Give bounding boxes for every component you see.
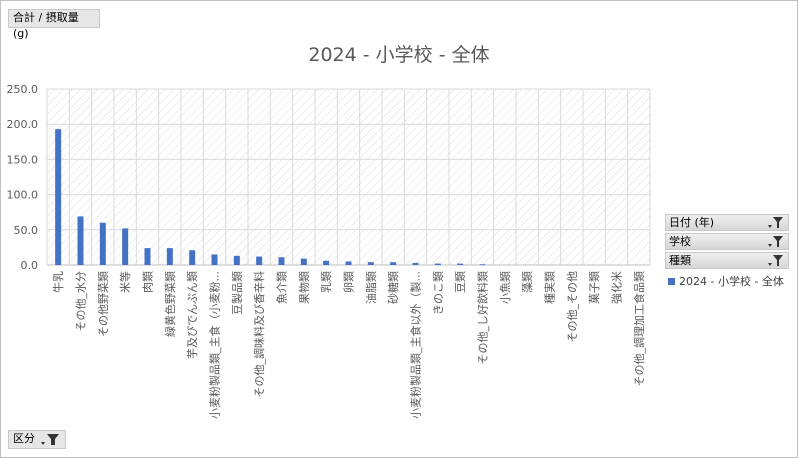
bar [55, 129, 62, 265]
legend: 2024 - 小学校 - 全体 [668, 273, 784, 289]
bar [412, 262, 419, 265]
category-field-button[interactable]: 区分 [8, 430, 66, 449]
bar [99, 222, 106, 265]
filter-date-year-button[interactable]: 日付 (年) [665, 214, 789, 231]
bar [122, 228, 129, 265]
y-tick-label: 50.0 [14, 224, 39, 237]
x-tick-label: 豆類 [454, 271, 467, 293]
x-tick-label: 乳類 [320, 271, 333, 293]
x-tick-label: 芋及びでんぷん類 [186, 271, 199, 359]
bar [233, 255, 240, 265]
legend-label: 2024 - 小学校 - 全体 [679, 275, 784, 288]
filter-type-label: 種類 [669, 254, 691, 267]
filter-date-year-label: 日付 (年) [669, 216, 715, 229]
filter-school-label: 学校 [669, 235, 691, 248]
x-tick-label: 藻類 [521, 271, 534, 293]
x-tick-label: その他野菜類 [97, 271, 110, 337]
chart-title: 2024 - 小学校 - 全体 [308, 44, 490, 66]
x-tick-label: 緑黄色野菜類 [163, 271, 177, 337]
filter-school[interactable]: 学校 [665, 233, 789, 250]
bar [77, 216, 84, 265]
x-tick-label: 豆製品類 [230, 271, 244, 315]
x-tick-label: その他_調味料及び香辛料 [252, 271, 266, 398]
x-tick-label: その他_水分 [75, 271, 88, 332]
x-tick-label: 菓子類 [588, 271, 601, 304]
bar [256, 256, 263, 265]
x-tick-label: 砂糖類 [386, 271, 400, 304]
bar [278, 257, 285, 265]
x-tick-label: 強化米 [610, 271, 624, 304]
x-tick-label: 種実類 [543, 271, 557, 304]
x-tick-label: 小麦粉製品類_主食以外（製... [409, 271, 423, 419]
bar [211, 254, 218, 265]
y-tick-label: 250.0 [7, 83, 39, 96]
x-tick-label: きのこ類 [432, 271, 445, 315]
y-tick-label: 0.0 [21, 259, 39, 272]
funnel-icon[interactable] [40, 433, 62, 446]
bar [323, 260, 330, 265]
bar [434, 263, 441, 265]
x-tick-label: 魚介類 [276, 271, 289, 304]
filter-date-year[interactable]: 日付 (年) [665, 214, 789, 231]
filter-type-button[interactable]: 種類 [665, 252, 789, 269]
bar [390, 262, 397, 265]
x-tick-label: 小魚類 [499, 271, 512, 304]
bar [479, 264, 486, 266]
x-tick-label: 小麦粉製品類_主食（小麦粉... [208, 271, 222, 419]
funnel-icon[interactable] [768, 216, 784, 229]
y-tick-label: 100.0 [7, 189, 39, 202]
plot-area [47, 89, 650, 265]
filter-type[interactable]: 種類 [665, 252, 789, 269]
funnel-icon[interactable] [768, 254, 784, 267]
y-axis: 0.0 50.0 100.0 150.0 200.0 250.0 [7, 83, 39, 272]
x-tick-label: その他_調理加工食品類 [632, 271, 646, 387]
bar [144, 248, 151, 265]
x-tick-label: その他_し好飲料類 [476, 271, 490, 365]
bar [166, 248, 173, 265]
x-tick-label: 肉類 [142, 271, 155, 293]
funnel-icon[interactable] [768, 235, 784, 248]
bar-series [55, 129, 486, 266]
bar [457, 263, 464, 265]
category-field-label: 区分 [13, 432, 35, 445]
bar [300, 258, 307, 265]
x-tick-label: 米等 [118, 271, 132, 293]
x-tick-label: その他_その他 [566, 271, 579, 343]
x-tick-label: 牛乳 [51, 271, 65, 293]
x-tick-label: 卵類 [343, 271, 356, 293]
x-tick-label: 油脂類 [364, 271, 378, 304]
bar [367, 262, 374, 265]
legend-swatch [668, 278, 675, 285]
plot-background [47, 89, 650, 265]
bar [345, 261, 352, 265]
y-tick-label: 150.0 [7, 153, 39, 166]
measure-field-button[interactable]: 合計 / 摂取量 (g) [8, 9, 100, 40]
filter-school-button[interactable]: 学校 [665, 233, 789, 250]
x-tick-label: 果物類 [297, 271, 311, 304]
bar [189, 250, 196, 265]
x-axis: 牛乳 その他_水分 その他野菜類 米等 肉類 緑黄色野菜類 芋及びでんぷん類 小麦粉製品類_主… [51, 271, 646, 419]
y-tick-label: 200.0 [7, 118, 39, 131]
